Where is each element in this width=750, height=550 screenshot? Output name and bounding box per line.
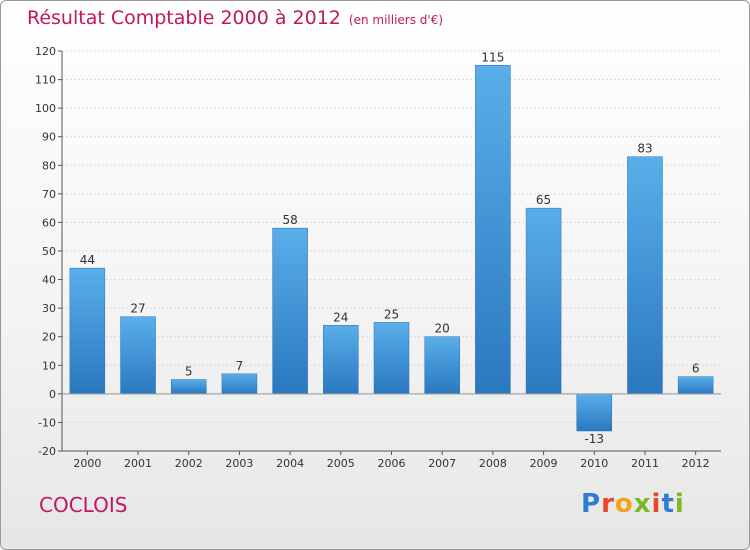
bar [69, 267, 106, 395]
chart-title-main: Résultat Comptable 2000 à 2012 [27, 7, 341, 29]
y-tick-label: 60 [42, 216, 56, 229]
value-label: 25 [384, 307, 399, 321]
value-label: 6 [692, 362, 700, 376]
y-tick-label: 0 [49, 388, 56, 401]
x-tick-label: 2009 [530, 457, 558, 470]
x-tick-label: 2003 [225, 457, 253, 470]
bar [170, 379, 207, 395]
value-label: -13 [584, 432, 604, 446]
bar [677, 376, 714, 395]
bar [627, 156, 663, 395]
y-tick-label: 20 [42, 331, 56, 344]
y-tick-label: 80 [42, 159, 56, 172]
bar [323, 325, 359, 395]
logo-letter: r [601, 489, 615, 519]
value-label: 27 [130, 302, 145, 316]
y-tick-label: -10 [38, 416, 56, 429]
x-tick-label: 2005 [327, 457, 355, 470]
x-tick-label: 2012 [682, 457, 710, 470]
value-label: 115 [481, 50, 504, 64]
y-tick-label: 30 [42, 302, 56, 315]
value-label: 24 [333, 310, 348, 324]
y-tick-label: 50 [42, 245, 56, 258]
axes [58, 50, 721, 455]
y-tick-label: 110 [35, 74, 56, 87]
logo-letter: i [651, 489, 662, 519]
bar [373, 322, 410, 395]
logo-letter: t [661, 489, 675, 519]
x-tick-label: 2006 [378, 457, 406, 470]
x-tick-label: 2000 [73, 457, 101, 470]
x-tick-label: 2010 [580, 457, 608, 470]
commune-name: COCLOIS [39, 493, 128, 517]
labels: -20 -10 0 10 20 30 40 50 60 70 80 90 100 110 120 44 2000… [35, 45, 710, 470]
value-label: 58 [282, 213, 297, 227]
y-tick-label: 40 [42, 274, 56, 287]
logo-letter: x [633, 489, 652, 519]
y-tick-label: 100 [35, 102, 56, 115]
value-label: 65 [536, 193, 551, 207]
value-label: 44 [80, 253, 95, 267]
value-label: 20 [435, 322, 450, 336]
proxiti-logo: Proxiti [581, 489, 685, 519]
chart-title-unit: (en milliers d'€) [348, 13, 444, 27]
bar [424, 336, 460, 395]
x-tick-label: 2001 [124, 457, 152, 470]
y-tick-label: 10 [42, 359, 56, 372]
bar [272, 227, 308, 395]
logo-letter: i [674, 489, 685, 519]
value-label: 7 [236, 359, 244, 373]
x-tick-label: 2011 [631, 457, 659, 470]
x-tick-label: 2002 [175, 457, 203, 470]
bars [69, 65, 714, 432]
value-label: 83 [637, 142, 652, 156]
y-tick-label: 70 [42, 188, 56, 201]
x-tick-label: 2007 [428, 457, 456, 470]
y-tick-label: 90 [42, 131, 56, 144]
bar [120, 316, 156, 395]
logo-letter: o [614, 489, 634, 519]
chart-title: Résultat Comptable 2000 à 2012 (en millie… [27, 7, 443, 29]
bar [475, 65, 511, 395]
bar [525, 207, 562, 395]
logo-letter: P [581, 489, 602, 519]
bar [221, 373, 258, 395]
x-tick-label: 2008 [479, 457, 507, 470]
value-label: 5 [185, 365, 193, 379]
y-tick-label: -20 [38, 445, 56, 458]
x-tick-label: 2004 [276, 457, 304, 470]
y-tick-label: 120 [35, 45, 56, 58]
bar [576, 393, 613, 432]
